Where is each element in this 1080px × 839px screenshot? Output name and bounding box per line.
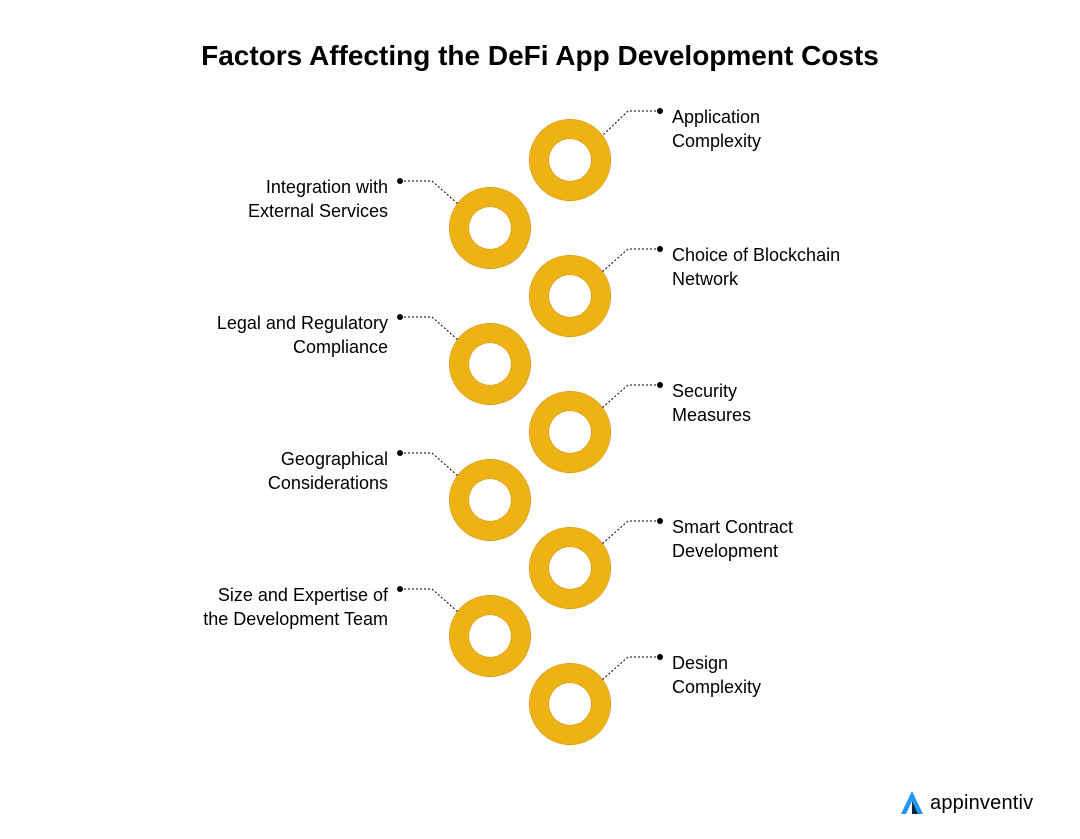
factor-label: Legal and RegulatoryCompliance xyxy=(217,311,388,360)
factor-label: Smart ContractDevelopment xyxy=(672,515,793,564)
factor-label-line: Complexity xyxy=(672,675,761,699)
factor-label-line: Legal and Regulatory xyxy=(217,311,388,335)
connector-dot xyxy=(657,246,663,252)
factor-ring xyxy=(530,392,610,472)
page-title: Factors Affecting the DeFi App Developme… xyxy=(0,40,1080,72)
brand-logo: appinventiv xyxy=(900,790,1033,816)
factor-ring xyxy=(450,324,530,404)
factor-label-line: Geographical xyxy=(268,447,388,471)
factor-label-line: Compliance xyxy=(217,335,388,359)
connector-dot xyxy=(397,314,403,320)
factor-label-line: Measures xyxy=(672,403,751,427)
factor-label-line: Security xyxy=(672,379,751,403)
factor-ring xyxy=(450,188,530,268)
factor-ring xyxy=(530,528,610,608)
factor-label-line: Network xyxy=(672,267,840,291)
factor-ring xyxy=(530,256,610,336)
factor-label-line: Integration with xyxy=(248,175,388,199)
factor-label-line: the Development Team xyxy=(203,607,388,631)
factor-label: Choice of BlockchainNetwork xyxy=(672,243,840,292)
factor-label-line: Complexity xyxy=(672,129,761,153)
factor-label: Integration withExternal Services xyxy=(248,175,388,224)
factor-label-line: Smart Contract xyxy=(672,515,793,539)
factor-label-line: External Services xyxy=(248,199,388,223)
factor-label-line: Size and Expertise of xyxy=(203,583,388,607)
brand-logo-text: appinventiv xyxy=(930,792,1033,815)
connector-dot xyxy=(657,382,663,388)
factor-label: ApplicationComplexity xyxy=(672,105,761,154)
connector-dot xyxy=(657,518,663,524)
factor-label: Size and Expertise ofthe Development Tea… xyxy=(203,583,388,632)
factor-ring xyxy=(450,460,530,540)
factor-label: DesignComplexity xyxy=(672,651,761,700)
factor-label-line: Application xyxy=(672,105,761,129)
factor-label-line: Considerations xyxy=(268,471,388,495)
factor-label-line: Choice of Blockchain xyxy=(672,243,840,267)
connector-dot xyxy=(657,108,663,114)
factor-label-line: Development xyxy=(672,539,793,563)
connector-dot xyxy=(397,450,403,456)
factor-ring xyxy=(530,120,610,200)
factor-ring xyxy=(530,664,610,744)
brand-logo-icon xyxy=(900,790,924,816)
factor-ring xyxy=(450,596,530,676)
connector-dot xyxy=(657,654,663,660)
connector-dot xyxy=(397,178,403,184)
connector-dot xyxy=(397,586,403,592)
factor-label: SecurityMeasures xyxy=(672,379,751,428)
factor-label-line: Design xyxy=(672,651,761,675)
factor-label: GeographicalConsiderations xyxy=(268,447,388,496)
